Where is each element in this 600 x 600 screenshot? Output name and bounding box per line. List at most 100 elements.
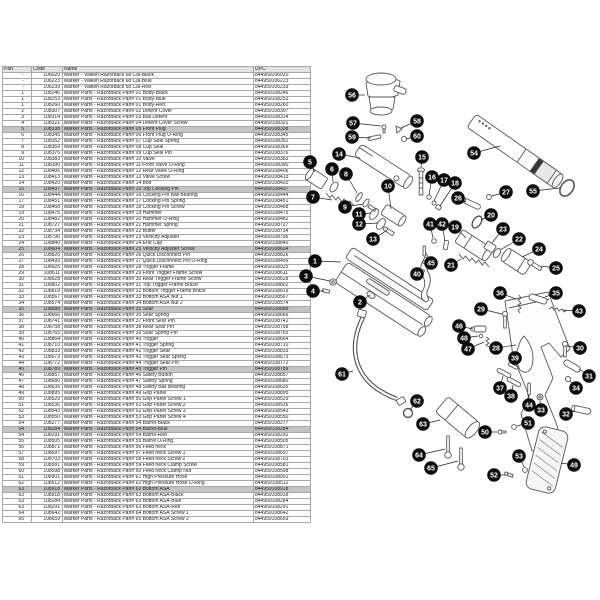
callout-57: 57 (346, 116, 382, 130)
callout-36: 36 (493, 286, 517, 300)
svg-text:13: 13 (369, 237, 377, 244)
callout-3: 3 (299, 269, 331, 283)
top-cocking-pin-drawing (417, 167, 425, 196)
asa-nut-1-drawing (536, 393, 544, 401)
grip-screw-drawing (522, 467, 528, 473)
svg-text:50: 50 (481, 430, 489, 437)
svg-text:4: 4 (311, 289, 315, 296)
svg-text:53: 53 (515, 454, 523, 461)
safety-button-drawing (470, 325, 487, 333)
callout-53: 53 (512, 449, 526, 468)
callout-37: 37 (493, 375, 507, 395)
bottom-asa-drawing (436, 397, 481, 439)
ball-detent-drawing (329, 278, 337, 286)
svg-text:46: 46 (455, 324, 463, 331)
callout-46: 46 (452, 319, 474, 333)
svg-text:19: 19 (451, 225, 459, 232)
cup-seal-drawing (355, 192, 363, 202)
cocking-pin-spring-drawing (431, 200, 437, 206)
svg-text:52: 52 (490, 473, 498, 480)
sear-spring-drawing (517, 294, 522, 314)
rear-valve-oring-drawing (376, 218, 386, 230)
callout-20: 20 (480, 208, 498, 222)
hammer-drawing (454, 229, 493, 262)
table-row: 5 108338 Marker Parts - Razorback Part# 05… (2, 126, 311, 133)
svg-text:2: 2 (358, 300, 362, 307)
svg-text:61: 61 (338, 372, 346, 379)
table-row: -106020 Marker - Valken Razorback 68 Cal-… (2, 72, 311, 79)
svg-text:35: 35 (552, 291, 560, 298)
svg-text:45: 45 (427, 261, 435, 268)
cell-upc: 844959108659 (253, 516, 311, 523)
hammer-spring-drawing (458, 253, 490, 268)
table-row: 35 108888 Marker Parts - Razorback Part# 3… (2, 306, 311, 313)
svg-text:65: 65 (427, 466, 435, 473)
velocity-adjuster-drawing (483, 240, 497, 254)
svg-text:57: 57 (349, 121, 357, 128)
svg-text:3: 3 (304, 274, 308, 281)
svg-text:12: 12 (355, 222, 363, 229)
svg-text:23: 23 (499, 227, 507, 234)
svg-text:59: 59 (348, 135, 356, 142)
barrel-oring-drawing (559, 179, 575, 197)
callout-15: 15 (415, 150, 429, 168)
callout-29: 29 (474, 302, 503, 316)
safety-ball-bearing-drawing (478, 333, 484, 339)
callout-31: 31 (578, 368, 596, 383)
hose-fitting (356, 308, 367, 319)
detent-cover-drawing (366, 291, 376, 299)
svg-text:11: 11 (355, 212, 363, 219)
svg-text:55: 55 (529, 189, 537, 196)
callout-17: 17 (433, 173, 451, 202)
trigger-sear-drawing (442, 239, 450, 251)
receiver-drawing (335, 247, 434, 337)
callout-30: 30 (566, 341, 587, 355)
callout-19: 19 (448, 220, 467, 239)
callout-43: 43 (562, 304, 586, 318)
callout-44: 44 (522, 393, 536, 412)
svg-text:1: 1 (313, 259, 317, 266)
callout-1: 1 (308, 254, 342, 268)
callout-65: 65 (424, 460, 459, 475)
callout-34: 34 (569, 380, 583, 395)
svg-text:33: 33 (537, 408, 545, 415)
hose-drawing (352, 316, 398, 402)
svg-text:28: 28 (492, 346, 500, 353)
callout-52: 52 (487, 468, 505, 482)
svg-text:58: 58 (413, 119, 421, 126)
cup-seal-pin-drawing (362, 198, 370, 208)
callout-7: 7 (306, 190, 333, 204)
safety-spring-drawing (485, 336, 490, 348)
callout-56: 56 (345, 88, 365, 102)
hose-core (354, 316, 398, 401)
svg-text:48: 48 (460, 336, 468, 343)
callout-38: 38 (504, 384, 518, 403)
table-row: 41 108710 Marker Parts - Razorback Part# 4… (2, 342, 311, 349)
callout-61: 61 (335, 367, 354, 381)
callout-32: 32 (559, 407, 576, 421)
rear-sear-pin-drawing (506, 376, 522, 388)
rear-trigger-frame-screw-drawing (561, 340, 569, 358)
svg-text:29: 29 (477, 307, 485, 314)
callout-13: 13 (366, 230, 387, 246)
callout-47: 47 (461, 341, 485, 356)
hammer-oring-drawing (471, 215, 483, 229)
callout-64: 64 (412, 448, 446, 462)
callout-58: 58 (400, 114, 424, 129)
hose-oring-drawing (402, 407, 414, 419)
top-frame-brace-drawing (563, 359, 581, 373)
end-cap-drawing (500, 247, 532, 275)
svg-text:44: 44 (525, 403, 533, 410)
callout-35: 35 (544, 286, 563, 300)
svg-text:64: 64 (415, 453, 423, 460)
trigger-pin-drawing (422, 245, 427, 257)
table-row: 46 108857 Marker Parts - Razorback Part# 4… (2, 372, 311, 379)
svg-text:16: 16 (428, 175, 436, 182)
svg-text:34: 34 (572, 386, 580, 393)
svg-text:43: 43 (575, 309, 583, 316)
svg-text:14: 14 (335, 152, 343, 159)
svg-text:47: 47 (464, 347, 472, 354)
callout-54: 54 (467, 145, 501, 160)
